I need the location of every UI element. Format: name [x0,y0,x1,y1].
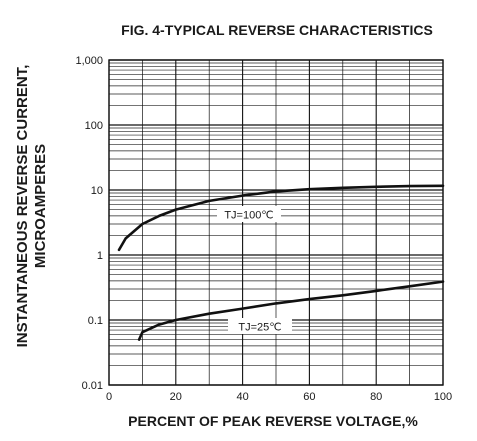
x-axis-label: PERCENT OF PEAK REVERSE VOLTAGE,% [128,413,418,429]
x-tick-label: 60 [303,391,315,403]
y-axis-label-line-2: MICROAMPERES [32,144,49,268]
y-tick-label: 10 [91,185,103,197]
plot-frame [108,59,444,386]
y-tick-label: 100 [85,120,103,132]
x-tick-label: 20 [170,391,182,403]
x-tick-label: 80 [370,391,382,403]
plot-curves [117,184,445,341]
series-line-tj-100c [117,184,445,252]
y-tick-label: 1,000 [75,55,103,67]
chart-title: FIG. 4-TYPICAL REVERSE CHARACTERISTICS [121,22,433,38]
series-line-tj-25c [137,280,445,341]
plot-grid [108,59,444,386]
y-axis-label-line-1: INSTANTANEOUS REVERSE CURRENT, [14,65,31,348]
series-label-tj-100c: TJ=100℃ [224,210,273,222]
series-label-background [228,318,292,334]
plot-labels: TJ=100℃ TJ=25℃ [217,206,292,334]
y-tick-label: 1 [97,250,103,262]
x-tick-label: 0 [106,391,112,403]
series-label-background [217,206,281,222]
plot-ticks: 0 20 40 60 80 100 0.01 0.1 1 10 100 1,000 [75,55,452,403]
series-label-tj-25c: TJ=25℃ [238,322,281,334]
x-tick-label: 100 [434,391,452,403]
x-tick-label: 40 [236,391,248,403]
y-tick-label: 0.1 [88,315,103,327]
y-tick-label: 0.01 [82,380,103,392]
